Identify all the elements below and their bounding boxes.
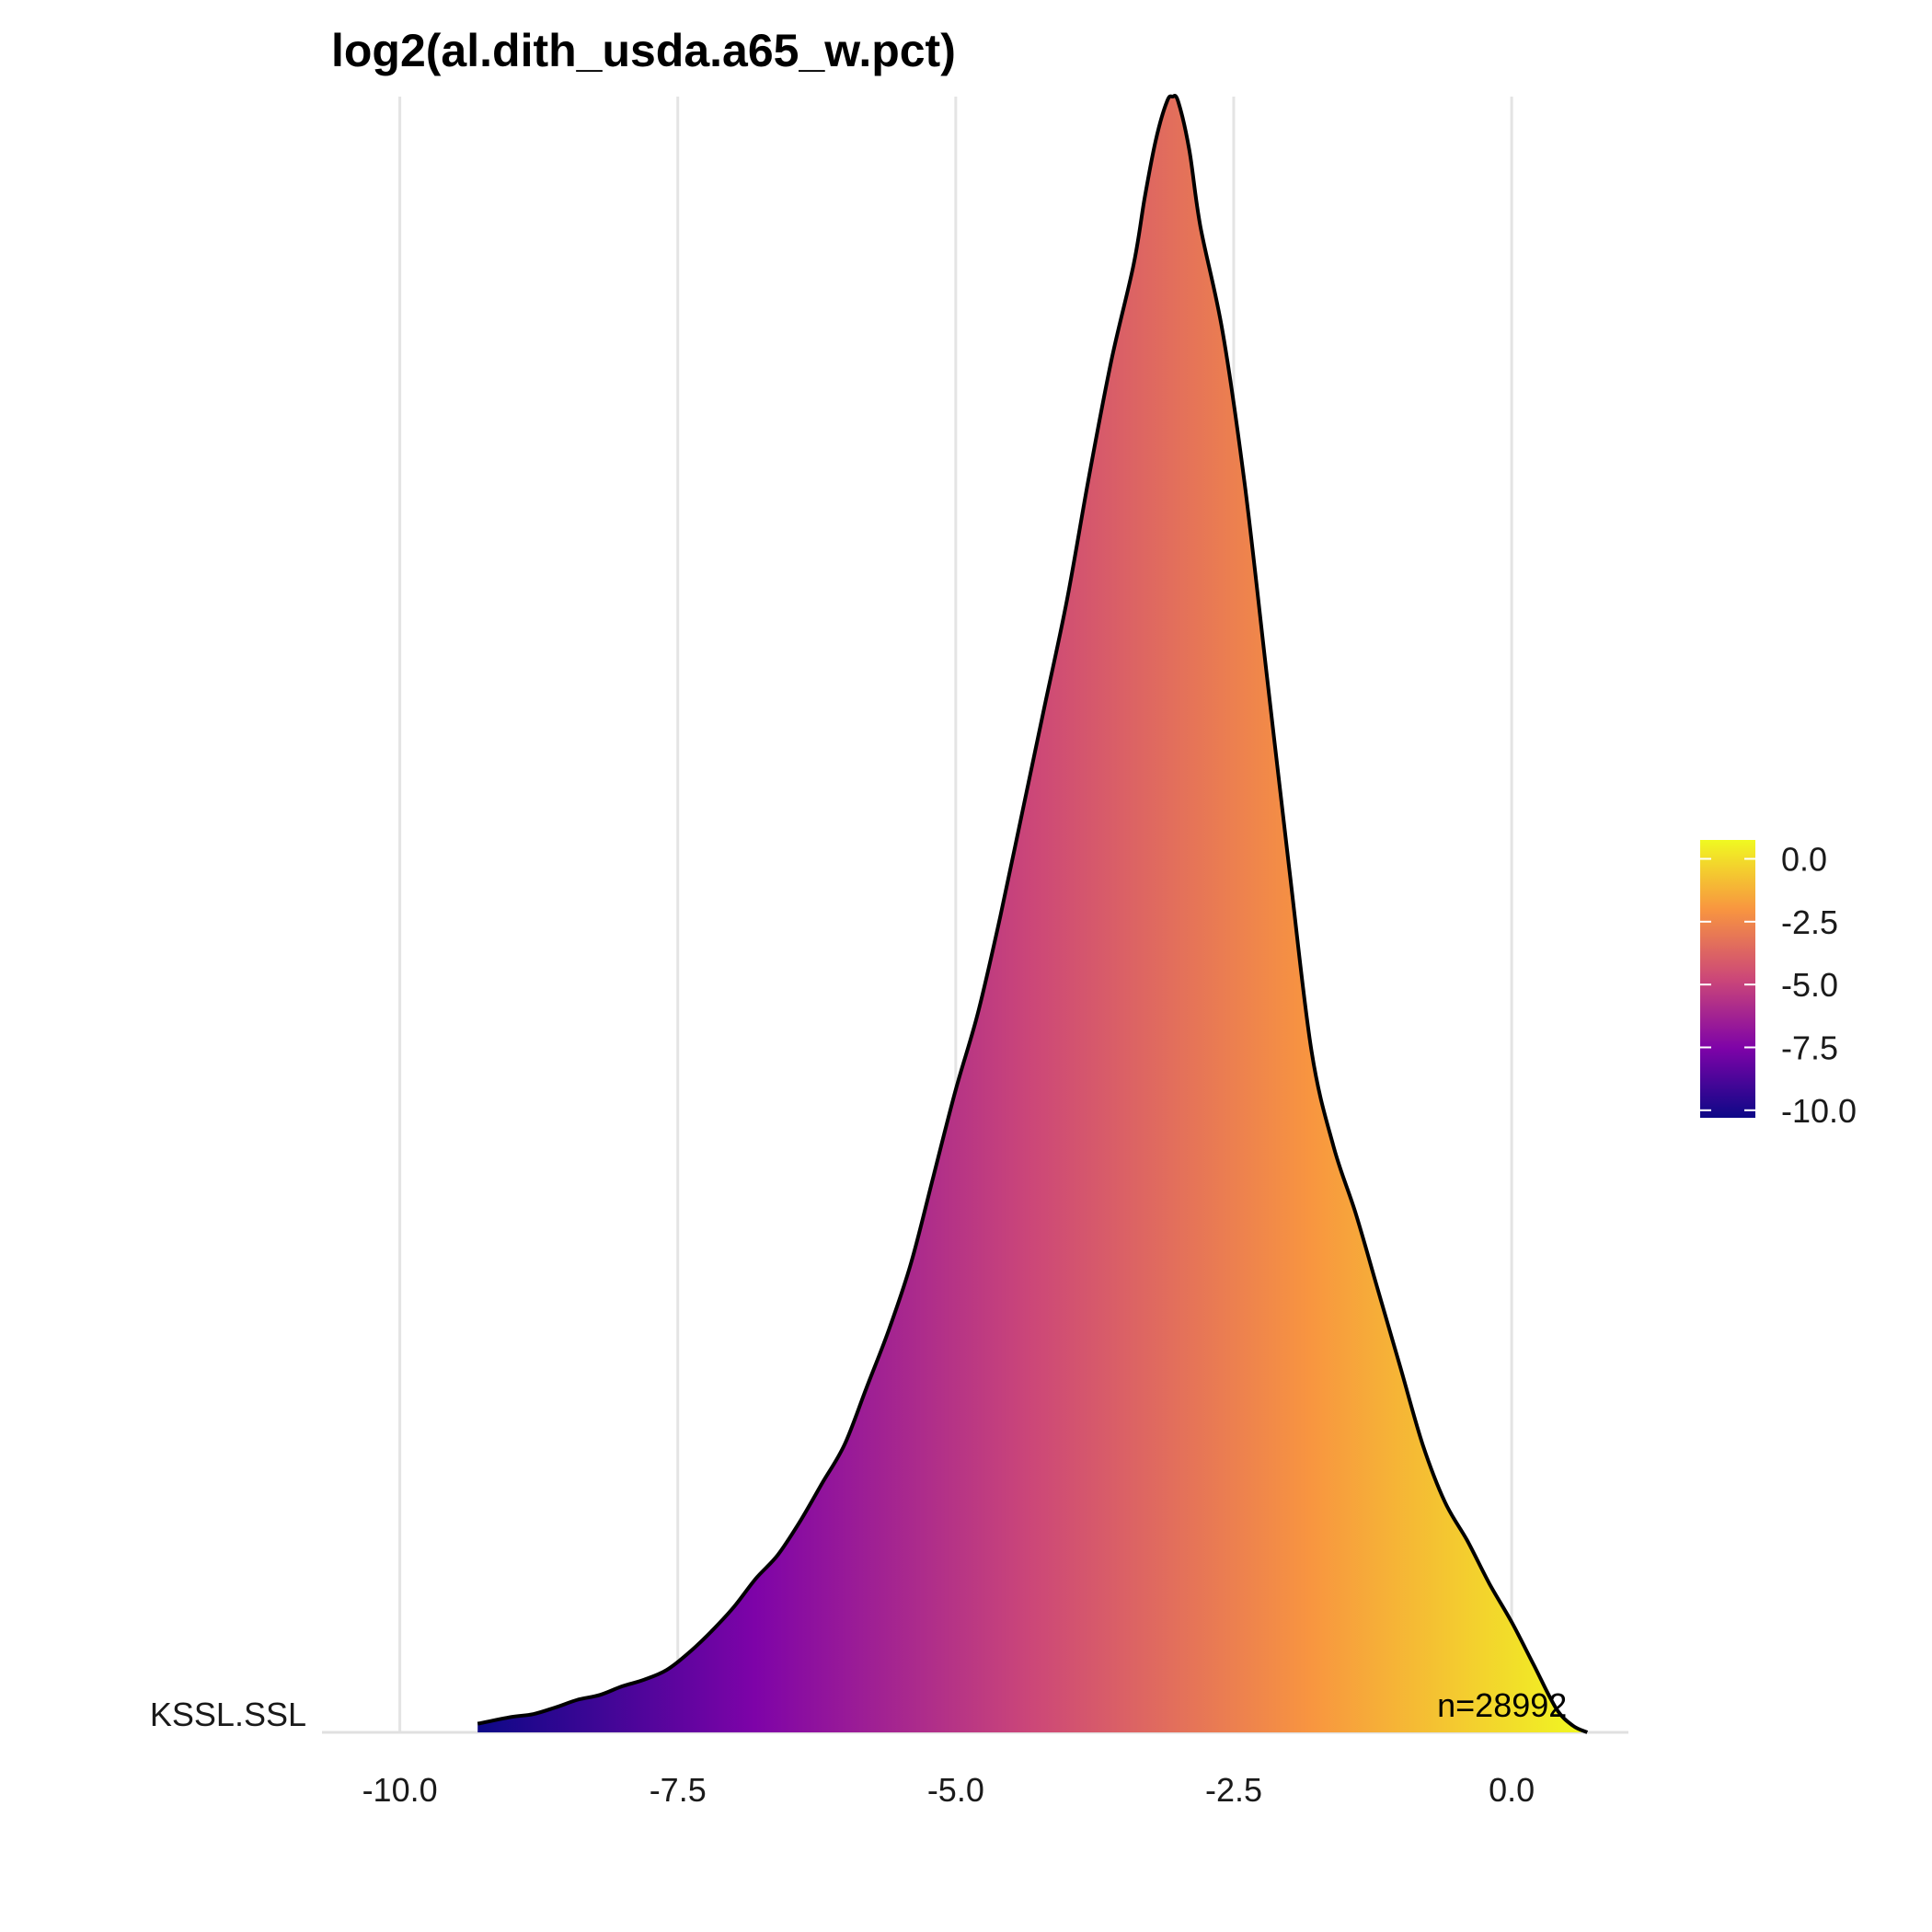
sample-count-annotation: n=28992 xyxy=(1437,1686,1567,1724)
legend-tick-label: -7.5 xyxy=(1781,1029,1838,1066)
legend-tick-label: -2.5 xyxy=(1781,903,1838,941)
legend-colorbar xyxy=(1700,840,1755,1118)
x-axis: -10.0 -7.5 -5.0 -2.5 0.0 xyxy=(362,1771,1535,1809)
legend-tick-label: -10.0 xyxy=(1781,1092,1857,1130)
x-tick-label: -5.0 xyxy=(927,1771,984,1809)
density-area-KSSL.SSL xyxy=(477,96,1588,1732)
legend-ticks: 0.0 -2.5 -5.0 -7.5 -10.0 xyxy=(1700,840,1857,1130)
chart-title: log2(al.dith_usda.a65_w.pct) xyxy=(331,25,956,76)
x-tick-label: 0.0 xyxy=(1489,1771,1535,1809)
color-legend: 0.0 -2.5 -5.0 -7.5 -10.0 xyxy=(1700,840,1857,1130)
density-line-KSSL.SSL xyxy=(477,94,1589,1734)
x-tick-label: -7.5 xyxy=(650,1771,707,1809)
legend-tick-label: 0.0 xyxy=(1781,840,1827,878)
x-tick-label: -10.0 xyxy=(362,1771,438,1809)
legend-tick-label: -5.0 xyxy=(1781,966,1838,1004)
y-category-label-KSSL.SSL: KSSL.SSL xyxy=(150,1696,306,1733)
x-tick-label: -2.5 xyxy=(1205,1771,1262,1809)
